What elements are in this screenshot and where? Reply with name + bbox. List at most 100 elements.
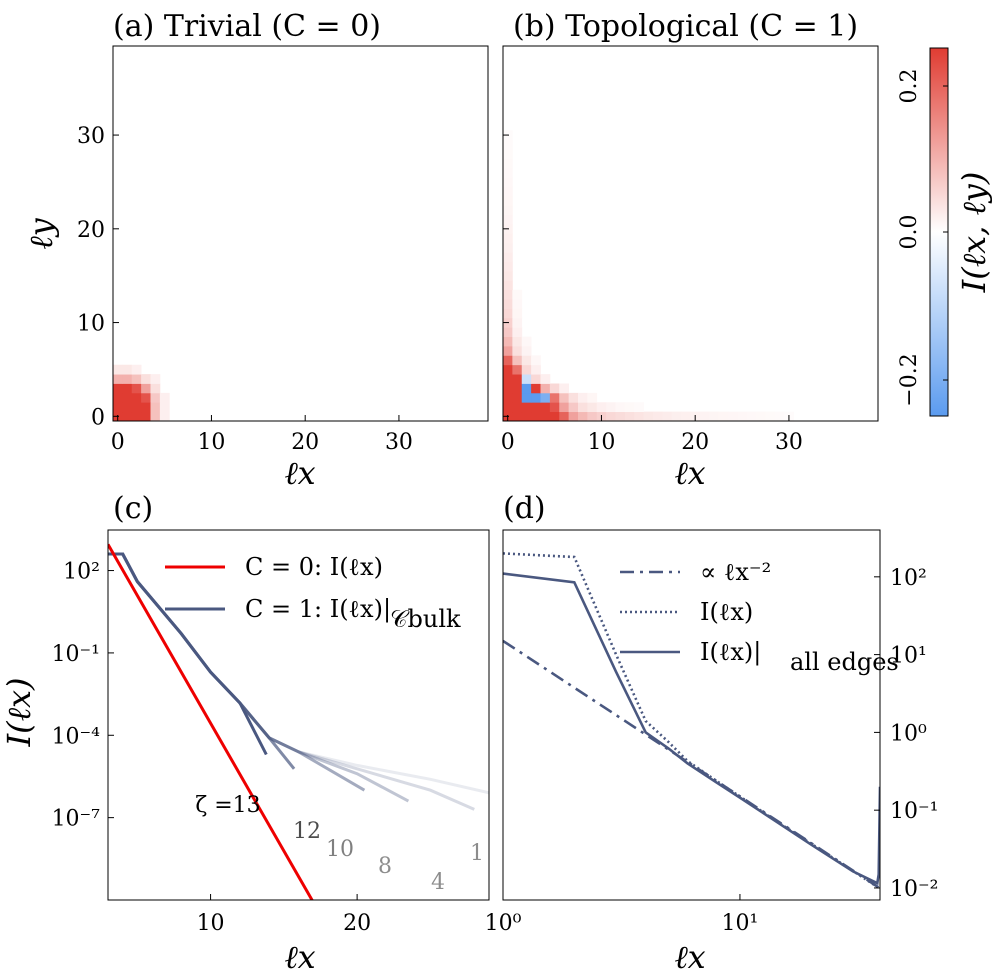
heatmap-cell [150,402,161,413]
heatmap-cell [131,402,142,413]
heatmap-cell [746,411,757,422]
heatmap-cell [568,411,579,422]
heatmap-cell [503,280,513,291]
x-tick-label: 10⁰ [485,911,522,936]
heatmap-cell [503,374,513,384]
heatmap-cell [540,411,551,422]
heatmap-cell [559,383,570,394]
heatmap-cell [624,402,635,413]
legend-label-subscript: all edges [790,648,899,676]
heatmap-cell [122,383,133,394]
heatmap-cell [643,411,654,422]
heatmap-cell [512,374,523,384]
heatmap-cell [122,374,133,384]
panel-c-ylabel: I(ℓx) [0,678,38,748]
x-tick-label: 10 [197,430,225,455]
heatmap-cell [141,383,151,394]
heatmap-cell [531,364,541,375]
heatmap-cell [150,383,161,394]
heatmap-cell [662,411,673,422]
heatmap-cell [728,411,738,422]
colorbar-tick-label: 0.0 [897,215,922,250]
panel-c-lineplot: 10 20 10² 10⁻¹ 10⁻⁴ 10⁻⁷ C = 0: I(ℓx) C = 1: I… [0,529,490,976]
heatmap-cell [540,392,551,403]
heatmap-cell [512,346,523,356]
x-tick-label: 10¹ [722,911,759,936]
heatmap-cell [503,186,513,197]
heatmap-cell [122,411,133,422]
heatmap-cell [634,411,645,422]
heatmap-cell [671,411,682,422]
heatmap-cell [521,411,532,422]
panel-a-ylabel: ℓy [22,217,60,249]
legend-label: C = 0: I(ℓx) [245,553,383,581]
heatmap-cell [503,261,513,272]
colorbar-label: I(ℓx, ℓy) [955,172,993,294]
zeta-label: 8 [378,854,392,879]
panel-d-lineplot: 10⁰ 10¹ 10² 10¹ 10⁰ 10⁻¹ 10⁻² ∝ ℓx⁻² I(ℓx) I(ℓx)… [485,529,938,976]
y-tick-label: 10⁻² [890,877,938,902]
heatmap-cell [606,402,616,413]
y-tick-label: 30 [77,124,105,149]
heatmap-cell [587,411,598,422]
series-line-zeta [108,552,268,756]
colorbar-tick-label: −0.2 [897,353,922,406]
heatmap-cell [521,364,532,375]
heatmap-cell [503,336,513,347]
heatmap-cell [131,392,142,403]
colorbar: 0.2 0.0 −0.2 I(ℓx, ℓy) [897,47,993,417]
heatmap-cell [512,299,523,309]
panel-d-xlabel: ℓx [674,938,705,976]
heatmap-cell [503,167,513,178]
heatmap-cell [503,327,513,338]
heatmap-cell [141,374,151,384]
heatmap-cell [512,411,523,422]
heatmap-cell [774,411,785,422]
heatmap-cell [521,346,532,356]
heatmap-cell [150,374,161,384]
heatmap-cell [503,139,513,150]
legend-label: I(ℓx)| [700,638,761,667]
heatmap-cell [737,411,748,422]
heatmap-cell [503,158,513,169]
y-tick-label: 0 [91,405,105,430]
heatmap-cell [634,402,645,413]
legend-label-subscript: 𝒞bulk [390,605,461,633]
heatmap-cell [615,411,626,422]
y-tick-label: 10⁻⁴ [52,724,101,749]
heatmap-cell [512,336,523,347]
colorbar-tick-label: 0.2 [897,69,922,104]
y-tick-label: 10² [890,566,927,591]
heatmap-cell [512,289,523,300]
heatmap-cell [587,392,598,403]
heatmap-cell [512,355,523,366]
heatmap-cell [559,402,570,413]
heatmap-cell [718,411,729,422]
heatmap-cell [503,383,513,394]
heatmap-cell [503,271,513,281]
heatmap-cell [159,411,170,422]
heatmap-cell [531,374,541,384]
heatmap-cell [150,411,161,422]
heatmap-cell [540,374,551,384]
x-tick-label: 30 [775,430,803,455]
heatmap-cell [503,364,513,375]
heatmap-cell [549,411,560,422]
heatmap-cell [503,196,513,206]
heatmap-cell [578,402,588,413]
heatmap-cell [709,411,720,422]
heatmap-cell [521,402,532,413]
heatmap-cell [521,374,532,384]
heatmap-cell [150,392,161,403]
series-line-zeta [108,552,366,792]
heatmap-cell [540,383,551,394]
heatmap-cell [503,355,513,366]
y-tick-label: 10⁻¹ [890,799,938,824]
panel-a-heatmap: 0 10 20 30 0 10 20 30 ℓx ℓy [22,45,489,492]
series-line-zeta [108,552,475,811]
heatmap-cell [141,411,151,422]
heatmap-cell [531,383,541,394]
heatmap-cell [512,317,523,328]
x-tick-label: 20 [343,911,371,936]
series-line-zeta [108,552,489,795]
